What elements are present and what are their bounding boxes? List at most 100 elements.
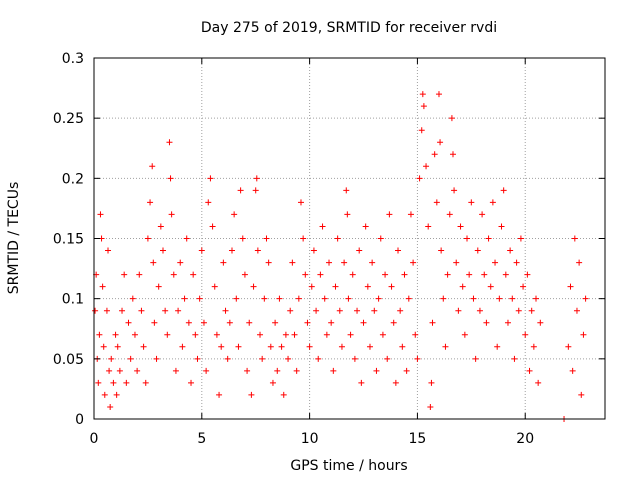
data-point bbox=[573, 307, 580, 314]
data-point bbox=[241, 271, 248, 278]
data-point bbox=[474, 247, 481, 254]
data-point bbox=[379, 331, 386, 338]
data-point bbox=[438, 247, 445, 254]
data-point bbox=[428, 379, 435, 386]
data-point bbox=[464, 235, 471, 242]
data-point bbox=[375, 295, 382, 302]
data-point bbox=[172, 367, 179, 374]
data-point bbox=[248, 391, 255, 398]
data-point bbox=[347, 331, 354, 338]
data-point bbox=[261, 295, 268, 302]
data-point bbox=[487, 283, 494, 290]
data-point bbox=[403, 367, 410, 374]
data-point bbox=[479, 211, 486, 218]
data-point bbox=[231, 211, 238, 218]
data-point bbox=[535, 379, 542, 386]
data-point bbox=[113, 391, 120, 398]
data-point bbox=[198, 247, 205, 254]
axis-ticks: 0 5 10 15 20 0 0.05 0.1 0.15 0.2 0.25 0.3 bbox=[53, 51, 605, 447]
data-point bbox=[515, 307, 522, 314]
y-axis-label: SRMTID / TECUs bbox=[6, 182, 22, 295]
y-tick-label: 0.1 bbox=[62, 292, 84, 308]
data-point bbox=[250, 283, 257, 290]
data-point bbox=[164, 331, 171, 338]
data-point bbox=[302, 271, 309, 278]
data-point bbox=[313, 307, 320, 314]
data-point bbox=[147, 199, 154, 206]
data-point bbox=[567, 283, 574, 290]
data-point bbox=[502, 271, 509, 278]
data-point bbox=[481, 271, 488, 278]
data-point bbox=[106, 367, 113, 374]
data-point bbox=[446, 211, 453, 218]
data-point bbox=[293, 367, 300, 374]
data-point bbox=[244, 367, 251, 374]
data-point bbox=[97, 211, 104, 218]
data-point bbox=[263, 235, 270, 242]
data-point bbox=[364, 283, 371, 290]
data-point bbox=[129, 295, 136, 302]
data-point bbox=[300, 235, 307, 242]
data-point bbox=[457, 223, 464, 230]
data-point bbox=[162, 307, 169, 314]
data-point bbox=[116, 367, 123, 374]
data-point bbox=[414, 355, 421, 362]
data-point bbox=[103, 307, 110, 314]
data-point bbox=[112, 331, 119, 338]
data-point bbox=[533, 295, 540, 302]
data-point bbox=[315, 355, 322, 362]
data-point bbox=[192, 331, 199, 338]
data-point bbox=[278, 343, 285, 350]
data-point bbox=[344, 211, 351, 218]
data-point bbox=[399, 343, 406, 350]
data-point bbox=[276, 295, 283, 302]
data-point bbox=[448, 115, 455, 122]
data-point bbox=[142, 379, 149, 386]
data-point bbox=[511, 355, 518, 362]
data-point bbox=[274, 367, 281, 374]
data-point bbox=[423, 163, 430, 170]
data-point bbox=[356, 247, 363, 254]
data-point bbox=[429, 319, 436, 326]
data-point bbox=[140, 343, 147, 350]
data-point bbox=[99, 283, 106, 290]
data-point bbox=[373, 367, 380, 374]
data-point bbox=[190, 271, 197, 278]
data-point bbox=[582, 295, 589, 302]
data-point bbox=[108, 355, 115, 362]
data-point bbox=[509, 295, 516, 302]
data-point bbox=[188, 379, 195, 386]
data-point bbox=[377, 235, 384, 242]
data-point bbox=[442, 343, 449, 350]
data-point bbox=[226, 319, 233, 326]
data-point bbox=[144, 235, 151, 242]
y-tick-label: 0.2 bbox=[62, 171, 84, 187]
data-point bbox=[489, 199, 496, 206]
data-point bbox=[451, 187, 458, 194]
data-point bbox=[565, 343, 572, 350]
y-tick-label: 0.3 bbox=[62, 51, 84, 67]
data-point bbox=[181, 295, 188, 302]
data-point bbox=[371, 307, 378, 314]
data-point bbox=[280, 391, 287, 398]
data-point bbox=[151, 319, 158, 326]
data-point bbox=[150, 259, 157, 266]
data-point bbox=[498, 223, 505, 230]
data-point bbox=[100, 343, 107, 350]
data-point bbox=[272, 319, 279, 326]
data-point bbox=[125, 319, 132, 326]
data-point bbox=[440, 295, 447, 302]
y-tick-label: 0.25 bbox=[53, 111, 84, 127]
data-point bbox=[461, 331, 468, 338]
data-point bbox=[338, 343, 345, 350]
data-point bbox=[341, 259, 348, 266]
data-point bbox=[153, 355, 160, 362]
data-point bbox=[175, 307, 182, 314]
data-point bbox=[216, 391, 223, 398]
data-point bbox=[437, 139, 444, 146]
data-point bbox=[237, 187, 244, 194]
data-point bbox=[321, 295, 328, 302]
data-point bbox=[282, 331, 289, 338]
data-point bbox=[194, 355, 201, 362]
